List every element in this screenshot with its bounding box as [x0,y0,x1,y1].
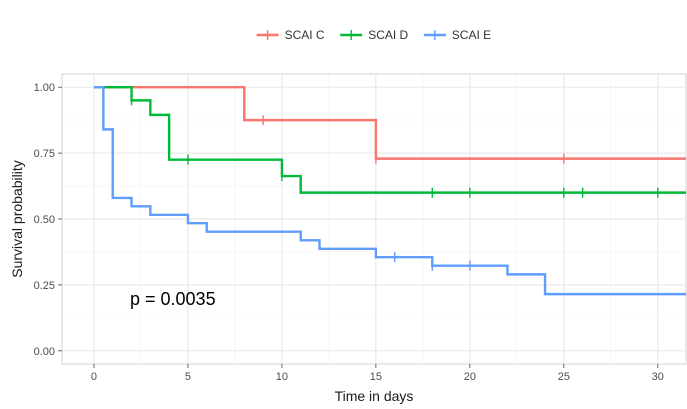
series-line-scai-c [93,85,686,160]
y-axis-title: Survival probability [9,160,25,278]
legend-label: SCAI C [285,28,325,42]
legend-item-scai-c: SCAI C [256,28,325,42]
legend: SCAI C SCAI D SCAI E [256,28,491,42]
legend-item-scai-e: SCAI E [423,28,491,42]
x-tick-label: 0 [91,371,97,383]
legend-label: SCAI E [452,28,491,42]
axis-ticks: 0 5 10 15 20 25 30 0.00 0.25 0.50 0.75 1.00 [34,82,664,383]
legend-item-scai-d: SCAI D [340,28,409,42]
y-tick-label: 0.25 [34,280,55,292]
x-axis-title: Time in days [335,388,414,404]
x-tick-label: 15 [370,371,382,383]
x-tick-label: 25 [558,371,570,383]
y-tick-label: 0.75 [34,148,55,160]
y-tick-label: 0.50 [34,214,55,226]
annotation-p-value: p = 0.0035 [130,289,216,309]
x-tick-label: 30 [652,371,664,383]
x-tick-label: 20 [464,371,476,383]
grid [62,74,686,364]
series-line-scai-e [93,85,686,296]
x-tick-label: 10 [276,371,288,383]
legend-label: SCAI D [368,28,408,42]
x-tick-label: 5 [185,371,191,383]
censor-marks [130,95,659,271]
y-tick-label: 1.00 [34,82,55,94]
y-tick-label: 0.00 [34,346,55,358]
